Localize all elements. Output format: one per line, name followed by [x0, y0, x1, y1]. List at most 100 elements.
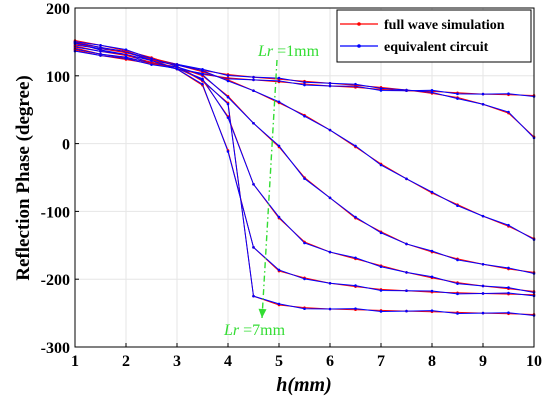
legend-label-equivalent: equivalent circuit [384, 40, 489, 55]
point-equivalent-circuit-6-18 [507, 291, 510, 295]
tick-labels: 1 2 3 4 5 6 7 8 9 10 200 100 0 -100 -200 -300 [41, 1, 542, 370]
point-equivalent-circuit-7-5 [175, 65, 179, 68]
point-equivalent-circuit-2-16 [456, 97, 459, 100]
point-equivalent-circuit-6-7 [226, 150, 230, 153]
point-equivalent-circuit-5-14 [405, 271, 408, 274]
x-tick-label-9: 10 [526, 353, 542, 370]
point-equivalent-circuit-7-6 [201, 78, 204, 82]
point-equivalent-circuit-7-10 [303, 307, 306, 311]
annotation-lr-1mm: Lr =1mm [257, 43, 320, 60]
point-equivalent-circuit-3-18 [507, 223, 510, 227]
point-equivalent-circuit-6-17 [481, 292, 485, 295]
point-equivalent-circuit-4-8 [252, 121, 255, 125]
annotation-lr-1mm-symbol: Lr [257, 43, 274, 60]
point-equivalent-circuit-2-15 [430, 91, 434, 94]
point-equivalent-circuit-4-7 [226, 95, 230, 99]
point-equivalent-circuit-6-5 [175, 67, 179, 71]
x-tick-label-0: 1 [71, 353, 79, 370]
point-equivalent-circuit-6-4 [150, 59, 153, 62]
point-equivalent-circuit-6-6 [201, 82, 204, 86]
y-tick-label-1: 100 [46, 69, 70, 86]
point-equivalent-circuit-7-7 [226, 102, 230, 106]
plot-frame [74, 7, 535, 348]
point-equivalent-circuit-1-10 [303, 83, 306, 87]
point-equivalent-circuit-7-12 [354, 307, 357, 310]
legend-marker-full-wave [357, 22, 361, 26]
y-tick-label-4: -200 [41, 272, 70, 289]
x-tick-label-5: 6 [326, 353, 334, 370]
annotation-lr-7mm-value: =7mm [239, 322, 285, 339]
point-equivalent-circuit-2-17 [481, 102, 485, 106]
x-tick-label-6: 7 [377, 353, 385, 370]
point-equivalent-circuit-3-14 [405, 177, 408, 181]
point-equivalent-circuit-1-8 [252, 78, 255, 82]
point-equivalent-circuit-6-2 [99, 46, 102, 49]
point-equivalent-circuit-5-11 [328, 250, 332, 254]
point-equivalent-circuit-2-11 [328, 81, 332, 85]
point-equivalent-circuit-1-17 [481, 92, 485, 96]
point-equivalent-circuit-4-13 [379, 231, 383, 235]
y-tick-label-2: 0 [62, 137, 70, 154]
point-equivalent-circuit-7-14 [405, 309, 408, 313]
point-equivalent-circuit-6-11 [328, 281, 332, 285]
point-equivalent-circuit-2-14 [405, 88, 408, 92]
x-tick-label-2: 3 [173, 353, 181, 370]
x-tick-label-4: 5 [275, 353, 283, 370]
point-equivalent-circuit-1-11 [328, 84, 332, 88]
point-equivalent-circuit-2-10 [303, 81, 306, 84]
point-equivalent-circuit-3-11 [328, 128, 332, 132]
point-equivalent-circuit-7-9 [277, 302, 281, 306]
x-tick-label-8: 9 [479, 353, 487, 370]
point-equivalent-circuit-5-18 [507, 286, 510, 289]
point-equivalent-circuit-4-12 [354, 215, 357, 219]
point-equivalent-circuit-7-15 [430, 309, 434, 312]
point-equivalent-circuit-5-13 [379, 265, 383, 269]
point-equivalent-circuit-4-15 [430, 249, 434, 253]
point-equivalent-circuit-7-3 [124, 48, 128, 51]
point-equivalent-circuit-3-8 [252, 89, 255, 93]
point-equivalent-circuit-5-15 [430, 275, 434, 279]
point-equivalent-circuit-6-9 [277, 268, 281, 272]
point-equivalent-circuit-4-11 [328, 196, 332, 200]
point-equivalent-circuit-4-6 [201, 73, 204, 77]
point-equivalent-circuit-5-8 [252, 182, 255, 186]
x-tick-label-3: 4 [224, 353, 232, 370]
point-equivalent-circuit-3-6 [201, 69, 204, 72]
point-equivalent-circuit-4-17 [481, 262, 485, 266]
point-equivalent-circuit-3-17 [481, 214, 485, 218]
point-equivalent-circuit-1-18 [507, 92, 510, 95]
point-equivalent-circuit-7-13 [379, 310, 383, 313]
x-axis-title: h(mm) [276, 374, 332, 396]
point-equivalent-circuit-4-9 [277, 144, 281, 148]
point-equivalent-circuit-2-7 [226, 74, 230, 77]
y-tick-label-5: -300 [41, 340, 70, 357]
legend: full wave simulation equivalent circuit [336, 9, 532, 63]
x-tick-label-7: 8 [428, 353, 436, 370]
annotation-lr-7mm: Lr =7mm [223, 322, 286, 339]
lr-arrow-line [261, 59, 278, 319]
annotation-lr-7mm-symbol: Lr [223, 322, 240, 339]
x-tick-label-1: 2 [122, 353, 130, 370]
point-equivalent-circuit-4-16 [456, 258, 459, 262]
y-axis-title: Reflection Phase (degree) [13, 75, 34, 280]
y-tick-label-0: 200 [46, 1, 70, 18]
point-equivalent-circuit-4-10 [303, 177, 306, 180]
legend-box [336, 9, 532, 63]
point-equivalent-circuit-4-14 [405, 242, 408, 246]
series-layer [73, 39, 536, 317]
point-equivalent-circuit-7-16 [456, 312, 459, 315]
point-equivalent-circuit-1-16 [456, 92, 459, 96]
point-equivalent-circuit-5-17 [481, 284, 485, 288]
point-equivalent-circuit-3-7 [226, 79, 230, 83]
point-equivalent-circuit-7-2 [99, 43, 102, 47]
point-equivalent-circuit-6-14 [405, 289, 408, 293]
point-equivalent-circuit-3-10 [303, 114, 306, 118]
point-equivalent-circuit-7-4 [150, 57, 153, 60]
point-equivalent-circuit-6-16 [456, 292, 459, 296]
point-equivalent-circuit-3-15 [430, 190, 434, 194]
point-equivalent-circuit-5-3 [124, 57, 128, 60]
point-equivalent-circuit-3-12 [354, 144, 357, 148]
annotation-lr-1mm-value: =1mm [273, 43, 319, 60]
legend-label-full-wave: full wave simulation [384, 18, 505, 33]
